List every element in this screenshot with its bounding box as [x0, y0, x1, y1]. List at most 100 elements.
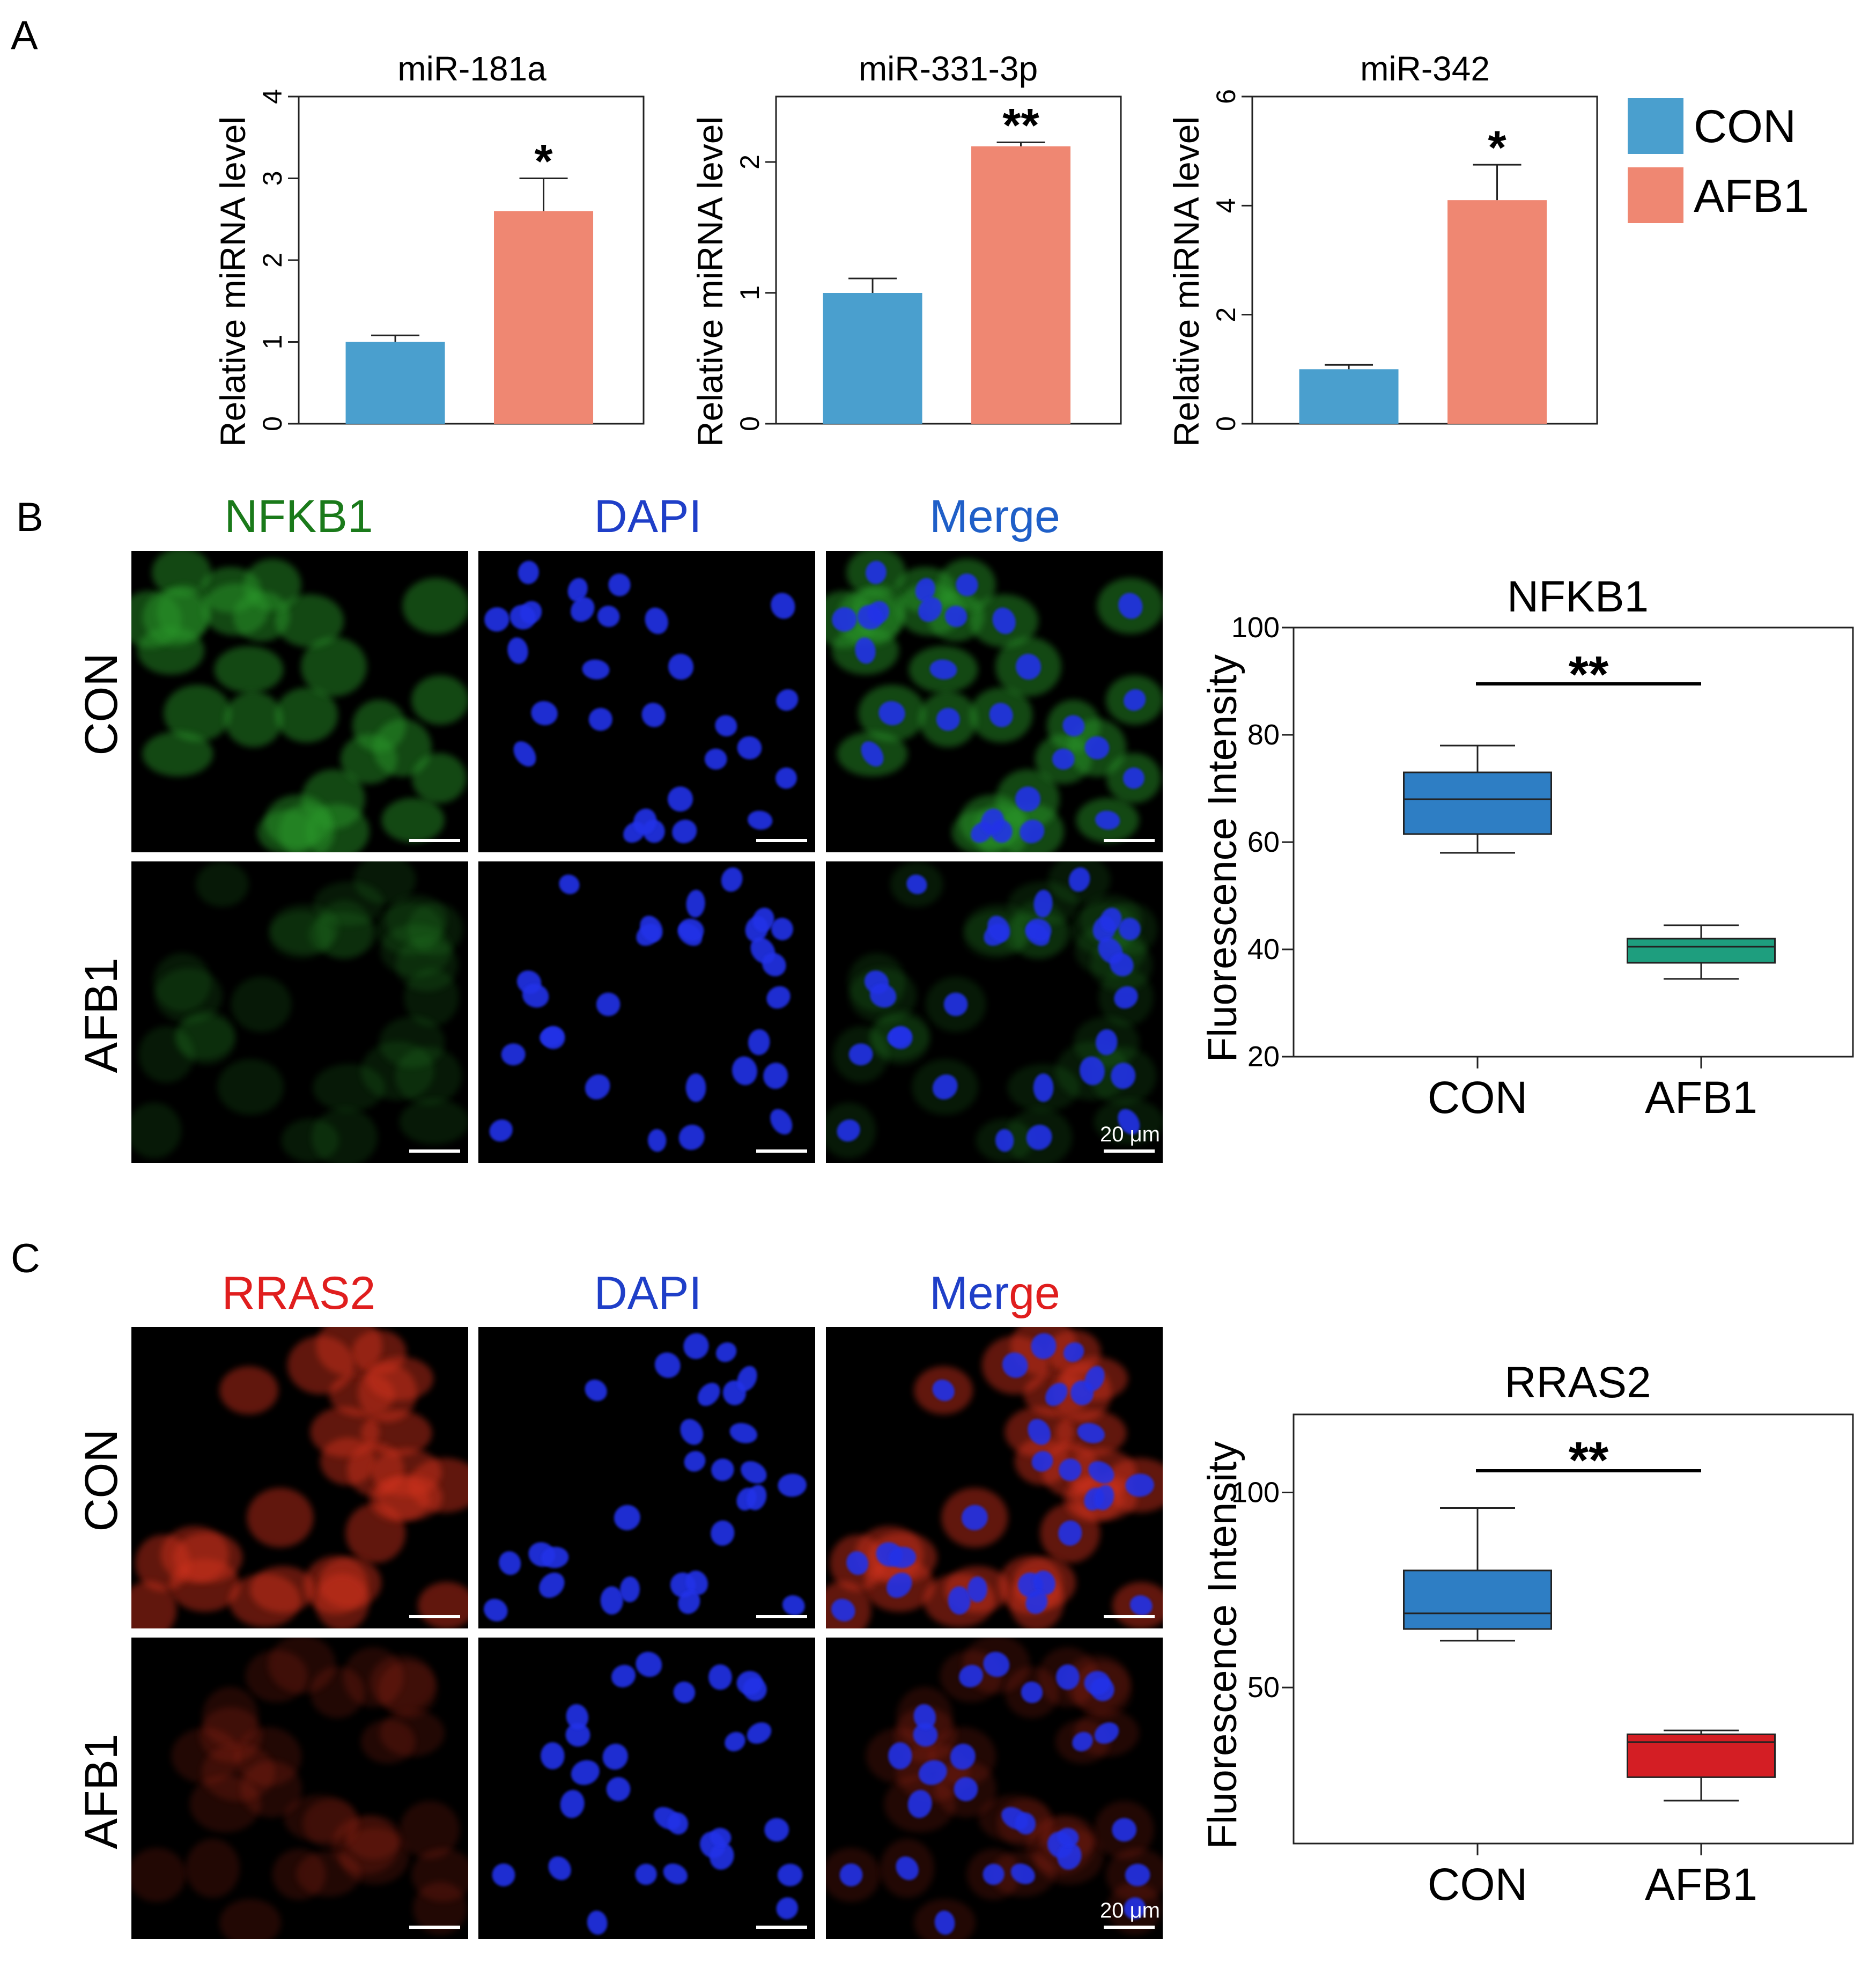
cell-nucleus [1033, 1073, 1054, 1102]
cell-cytoplasm [269, 904, 339, 954]
cell-nucleus [956, 573, 978, 596]
cell-nucleus [855, 637, 876, 664]
cell-cytoplasm [231, 976, 292, 1033]
x-tick-label: CON [1428, 1859, 1528, 1910]
legend: CON AFB1 [1628, 98, 1809, 223]
plot-frame [775, 95, 1122, 425]
micrograph-tile-con-merge [826, 551, 1163, 852]
cell-nucleus [635, 1863, 657, 1885]
cell-cytoplasm [346, 1815, 401, 1860]
cell-cytoplasm [287, 1336, 354, 1395]
cell-cytoplasm [224, 691, 283, 748]
cell-nucleus [711, 1520, 735, 1546]
cell-nucleus [1052, 748, 1075, 770]
box-chart-nfkb1: NFKB1 Fluorescence Intensity 20 40 60 80 100 CO… [1200, 572, 1854, 1123]
micrograph-tile-con-merge [826, 1327, 1163, 1628]
cell-nucleus [839, 1863, 863, 1886]
cell-nucleus [614, 1505, 640, 1531]
cell-nucleus [571, 1760, 600, 1785]
cell-nucleus [539, 1572, 565, 1598]
cell-cytoplasm [275, 687, 338, 743]
cell-nucleus [1031, 1451, 1053, 1472]
legend-swatch-con [1628, 98, 1683, 154]
cell-cytoplasm [195, 861, 249, 907]
cell-nucleus [762, 953, 786, 977]
cell-cytoplasm [247, 1487, 314, 1547]
scale-bar-label: 20 μm [1100, 1899, 1160, 1922]
cell-nucleus [585, 1380, 607, 1402]
cell-nucleus [934, 1910, 955, 1935]
cell-nucleus [1112, 1818, 1137, 1842]
cell-nucleus [929, 659, 957, 680]
cell-nucleus [896, 1856, 919, 1881]
cell-nucleus [1059, 1458, 1082, 1481]
cell-nucleus [565, 1723, 590, 1747]
cell-cytoplasm [376, 1475, 442, 1521]
cell-nucleus [715, 1342, 737, 1362]
cell-nucleus [672, 820, 697, 844]
tile-background [478, 1638, 815, 1939]
cell-nucleus [932, 1380, 955, 1402]
chart-title: miR-342 [1360, 49, 1490, 88]
cell-cytoplasm [250, 1566, 316, 1613]
micrograph-tile-afb1-rras2 [131, 1638, 468, 1939]
cell-cytoplasm [310, 1406, 380, 1457]
cell-cytoplasm [381, 798, 445, 843]
tile-background [478, 861, 815, 1163]
cell-nucleus [848, 1043, 873, 1066]
cell-nucleus [602, 1743, 628, 1770]
y-tick-label: 2 [1211, 307, 1241, 322]
cell-nucleus [680, 1419, 704, 1445]
cell-nucleus [608, 573, 631, 596]
cell-nucleus [747, 1485, 767, 1510]
cell-cytoplasm [186, 1839, 240, 1898]
cell-nucleus [736, 1671, 763, 1695]
cell-nucleus [1068, 867, 1090, 892]
y-tick-label: 0 [257, 416, 287, 431]
cell-nucleus [777, 1863, 803, 1886]
cell-nucleus [981, 808, 1005, 835]
cell-nucleus [1111, 1063, 1136, 1089]
box-con [1403, 744, 1552, 854]
plot-frame [1292, 1413, 1854, 1845]
cell-cytoplasm [143, 588, 209, 646]
cell-nucleus [782, 1595, 805, 1616]
cell-nucleus [667, 786, 693, 812]
cell-nucleus [869, 984, 897, 1008]
cell-nucleus [507, 637, 528, 664]
cell-cytoplasm [131, 1848, 186, 1903]
y-axis-label: Fluorescence Intensity [1200, 654, 1245, 1062]
y-tick-label: 4 [1211, 198, 1241, 213]
cell-nucleus [1010, 1863, 1035, 1884]
cell-nucleus [697, 1383, 720, 1406]
panel-label-a: A [11, 13, 38, 58]
cell-nucleus [668, 653, 694, 680]
cell-nucleus [509, 604, 536, 630]
bar-chart-mir-181a: miR-181a Relative miRNA level 0 1 2 3 4 * [213, 49, 645, 447]
cell-cytoplasm [411, 675, 468, 725]
cell-cytoplasm [379, 1016, 445, 1068]
cell-nucleus [636, 1652, 662, 1677]
cell-nucleus [1015, 786, 1041, 812]
cell-nucleus [1057, 1842, 1082, 1870]
cell-cytoplasm [396, 938, 459, 991]
box-afb1 [1627, 924, 1776, 980]
cell-nucleus [1129, 1595, 1153, 1616]
cell-nucleus [715, 715, 737, 736]
cell-nucleus [763, 1063, 788, 1089]
cell-nucleus [887, 1572, 912, 1598]
legend-label-con: CON [1694, 101, 1796, 152]
cell-nucleus [1028, 1419, 1051, 1445]
y-tick-label: 20 [1247, 1041, 1280, 1073]
channel-label-rras2: RRAS2 [222, 1267, 376, 1319]
cell-nucleus [889, 1546, 917, 1568]
cell-cytoplasm [400, 1801, 460, 1859]
row-label-con-c: CON [76, 1429, 127, 1531]
cell-nucleus [832, 607, 857, 632]
cell-nucleus [861, 741, 884, 767]
cell-nucleus [1033, 889, 1053, 918]
box-afb1 [1627, 1729, 1776, 1802]
cell-nucleus [776, 1897, 799, 1920]
cell-nucleus [559, 874, 580, 895]
cell-cytoplasm [173, 1532, 243, 1583]
